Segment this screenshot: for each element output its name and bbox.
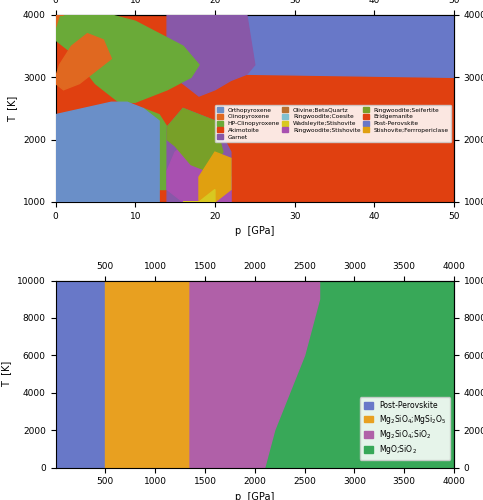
Polygon shape — [119, 108, 183, 190]
Polygon shape — [167, 108, 223, 171]
Y-axis label: T  [K]: T [K] — [7, 96, 17, 122]
Polygon shape — [167, 134, 231, 202]
Polygon shape — [56, 102, 159, 202]
Polygon shape — [56, 280, 105, 468]
Polygon shape — [167, 108, 231, 202]
Y-axis label: T  [K]: T [K] — [1, 361, 12, 387]
Polygon shape — [190, 280, 320, 468]
Polygon shape — [56, 15, 64, 28]
Polygon shape — [183, 190, 215, 202]
Polygon shape — [199, 152, 231, 202]
Polygon shape — [56, 34, 112, 90]
X-axis label: p  [GPa]: p [GPa] — [235, 226, 274, 236]
Polygon shape — [56, 15, 199, 102]
Legend: Post-Perovskite, Mg$_2$SiO$_4$;MgSi$_2$O$_5$, Mg$_2$SiO$_4$;SiO$_2$, MgO;SiO$_2$: Post-Perovskite, Mg$_2$SiO$_4$;MgSi$_2$O… — [360, 398, 450, 460]
Polygon shape — [167, 15, 255, 96]
Legend: Orthopyroxene, Clinopyroxene, HP-Clinopyroxene, Akimotoite, Garnet, Olivine;Beta: Orthopyroxene, Clinopyroxene, HP-Clinopy… — [214, 104, 451, 142]
Polygon shape — [105, 280, 190, 468]
Polygon shape — [247, 15, 454, 78]
X-axis label: p  [GPa]: p [GPa] — [235, 492, 274, 500]
